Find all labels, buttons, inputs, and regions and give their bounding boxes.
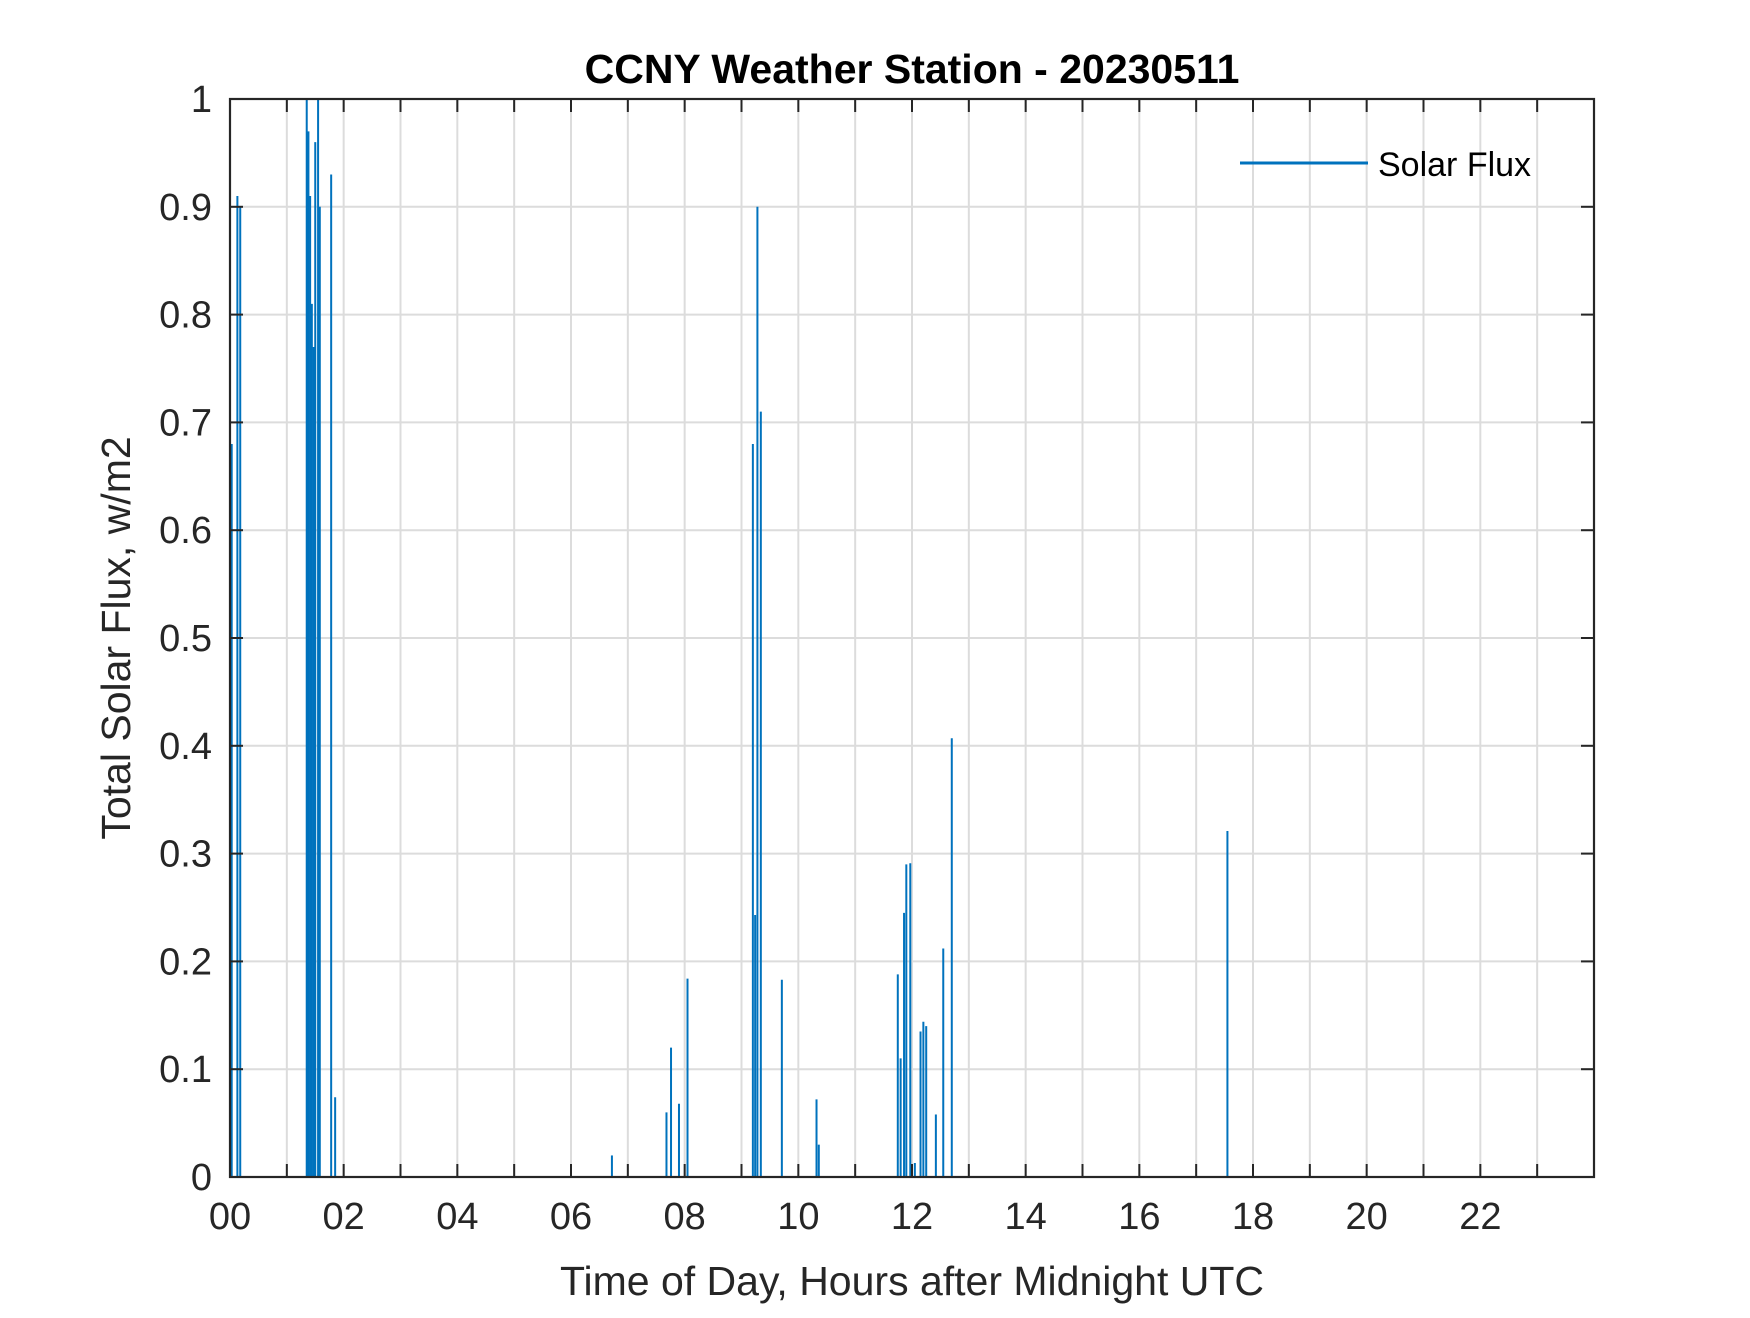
x-tick-labels: 00 02 04 06 08 10 12 14 16 18 20 22	[209, 1196, 1502, 1238]
x-tick-label: 22	[1459, 1196, 1501, 1238]
plot-box	[228, 97, 1596, 1179]
y-tick-label: 0.5	[159, 618, 212, 660]
y-axis-title: Total Solar Flux, w/m2	[93, 436, 139, 839]
x-tick-label: 12	[891, 1196, 933, 1238]
x-tick-label: 04	[436, 1196, 478, 1238]
y-tick-label: 0.2	[159, 941, 212, 983]
x-axis-title: Time of Day, Hours after Midnight UTC	[560, 1258, 1264, 1304]
x-tick-label: 10	[777, 1196, 819, 1238]
chart-title: CCNY Weather Station - 20230511	[585, 46, 1240, 92]
y-tick-label: 0.6	[159, 510, 212, 552]
legend-label-solar-flux: Solar Flux	[1378, 146, 1531, 184]
x-tick-label: 16	[1118, 1196, 1160, 1238]
y-tick-label: 0.3	[159, 834, 212, 876]
y-tick-label: 0.9	[159, 187, 212, 229]
x-tick-label: 14	[1005, 1196, 1047, 1238]
x-tick-label: 00	[209, 1196, 251, 1238]
x-tick-label: 08	[664, 1196, 706, 1238]
x-tick-label: 20	[1346, 1196, 1388, 1238]
x-tick-label: 18	[1232, 1196, 1274, 1238]
x-tick-label: 06	[550, 1196, 592, 1238]
y-tick-label: 0.7	[159, 402, 212, 444]
x-tick-label: 02	[323, 1196, 365, 1238]
y-tick-label: 0	[191, 1157, 212, 1199]
legend: Solar Flux	[1240, 146, 1531, 184]
y-tick-label: 0.8	[159, 295, 212, 337]
y-tick-labels: 0 0.1 0.2 0.3 0.4 0.5 0.6 0.7 0.8 0.9 1	[159, 79, 212, 1199]
y-tick-label: 0.4	[159, 726, 212, 768]
y-tick-label: 0.1	[159, 1049, 212, 1091]
grid-lines	[230, 99, 1594, 1177]
y-tick-label: 1	[191, 79, 212, 121]
